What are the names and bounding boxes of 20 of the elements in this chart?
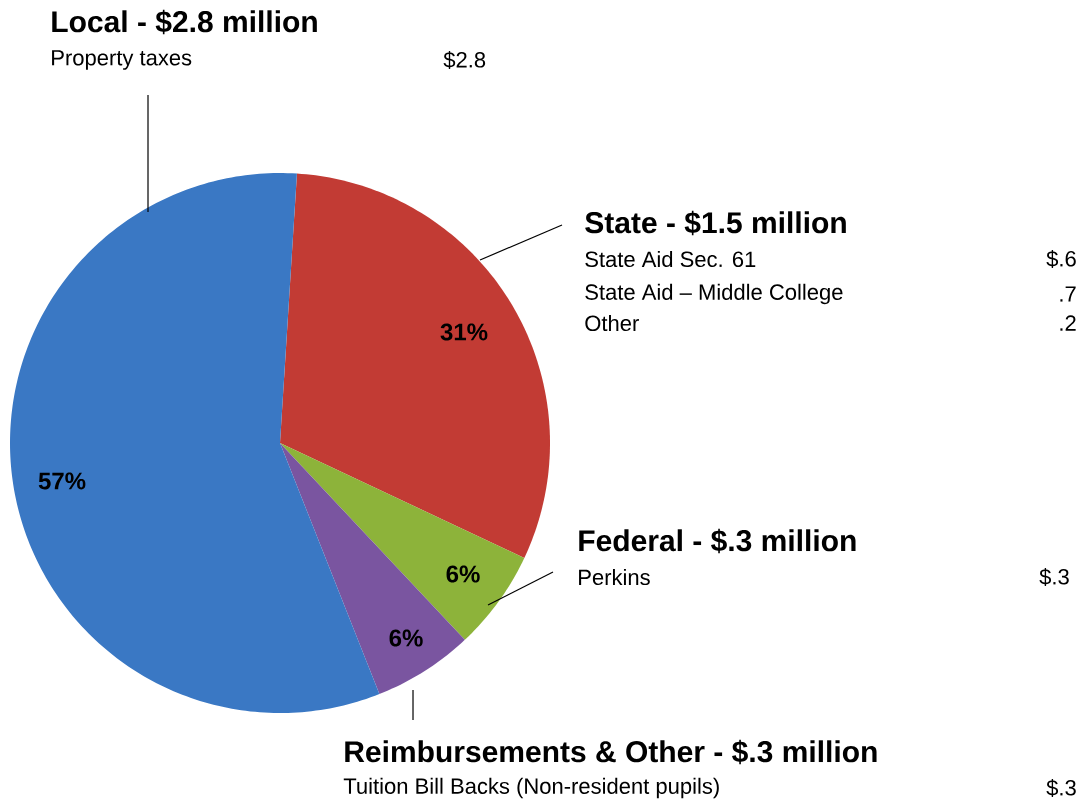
slice-label: Reimbursements & Other - $.3 million xyxy=(345,739,877,765)
text: .7 xyxy=(1060,286,1076,302)
text: State Aid – Middle College xyxy=(585,283,843,305)
text: Other xyxy=(585,314,639,332)
data-label: 31% xyxy=(440,323,488,341)
slice-label: Local - $2.8 million xyxy=(52,9,317,35)
data-label: 6% xyxy=(389,629,423,647)
text: $2.8 xyxy=(443,51,486,69)
data-label: 57% xyxy=(38,472,86,490)
text: Tuition Bill Backs (Non-resident pupils) xyxy=(343,777,719,799)
text: $.3 xyxy=(1039,568,1069,586)
slice-label: Federal - $.3 million xyxy=(579,528,856,554)
text: $.6 xyxy=(1046,250,1076,268)
text: .2 xyxy=(1060,315,1076,331)
data-label: 6% xyxy=(446,565,480,583)
text: $.3 xyxy=(1046,779,1076,797)
text: Perkins xyxy=(579,568,650,586)
slice-label: State - $1.5 million xyxy=(585,210,846,236)
text: State Aid Sec. 61 xyxy=(585,250,756,268)
text: Property taxes xyxy=(52,50,192,70)
